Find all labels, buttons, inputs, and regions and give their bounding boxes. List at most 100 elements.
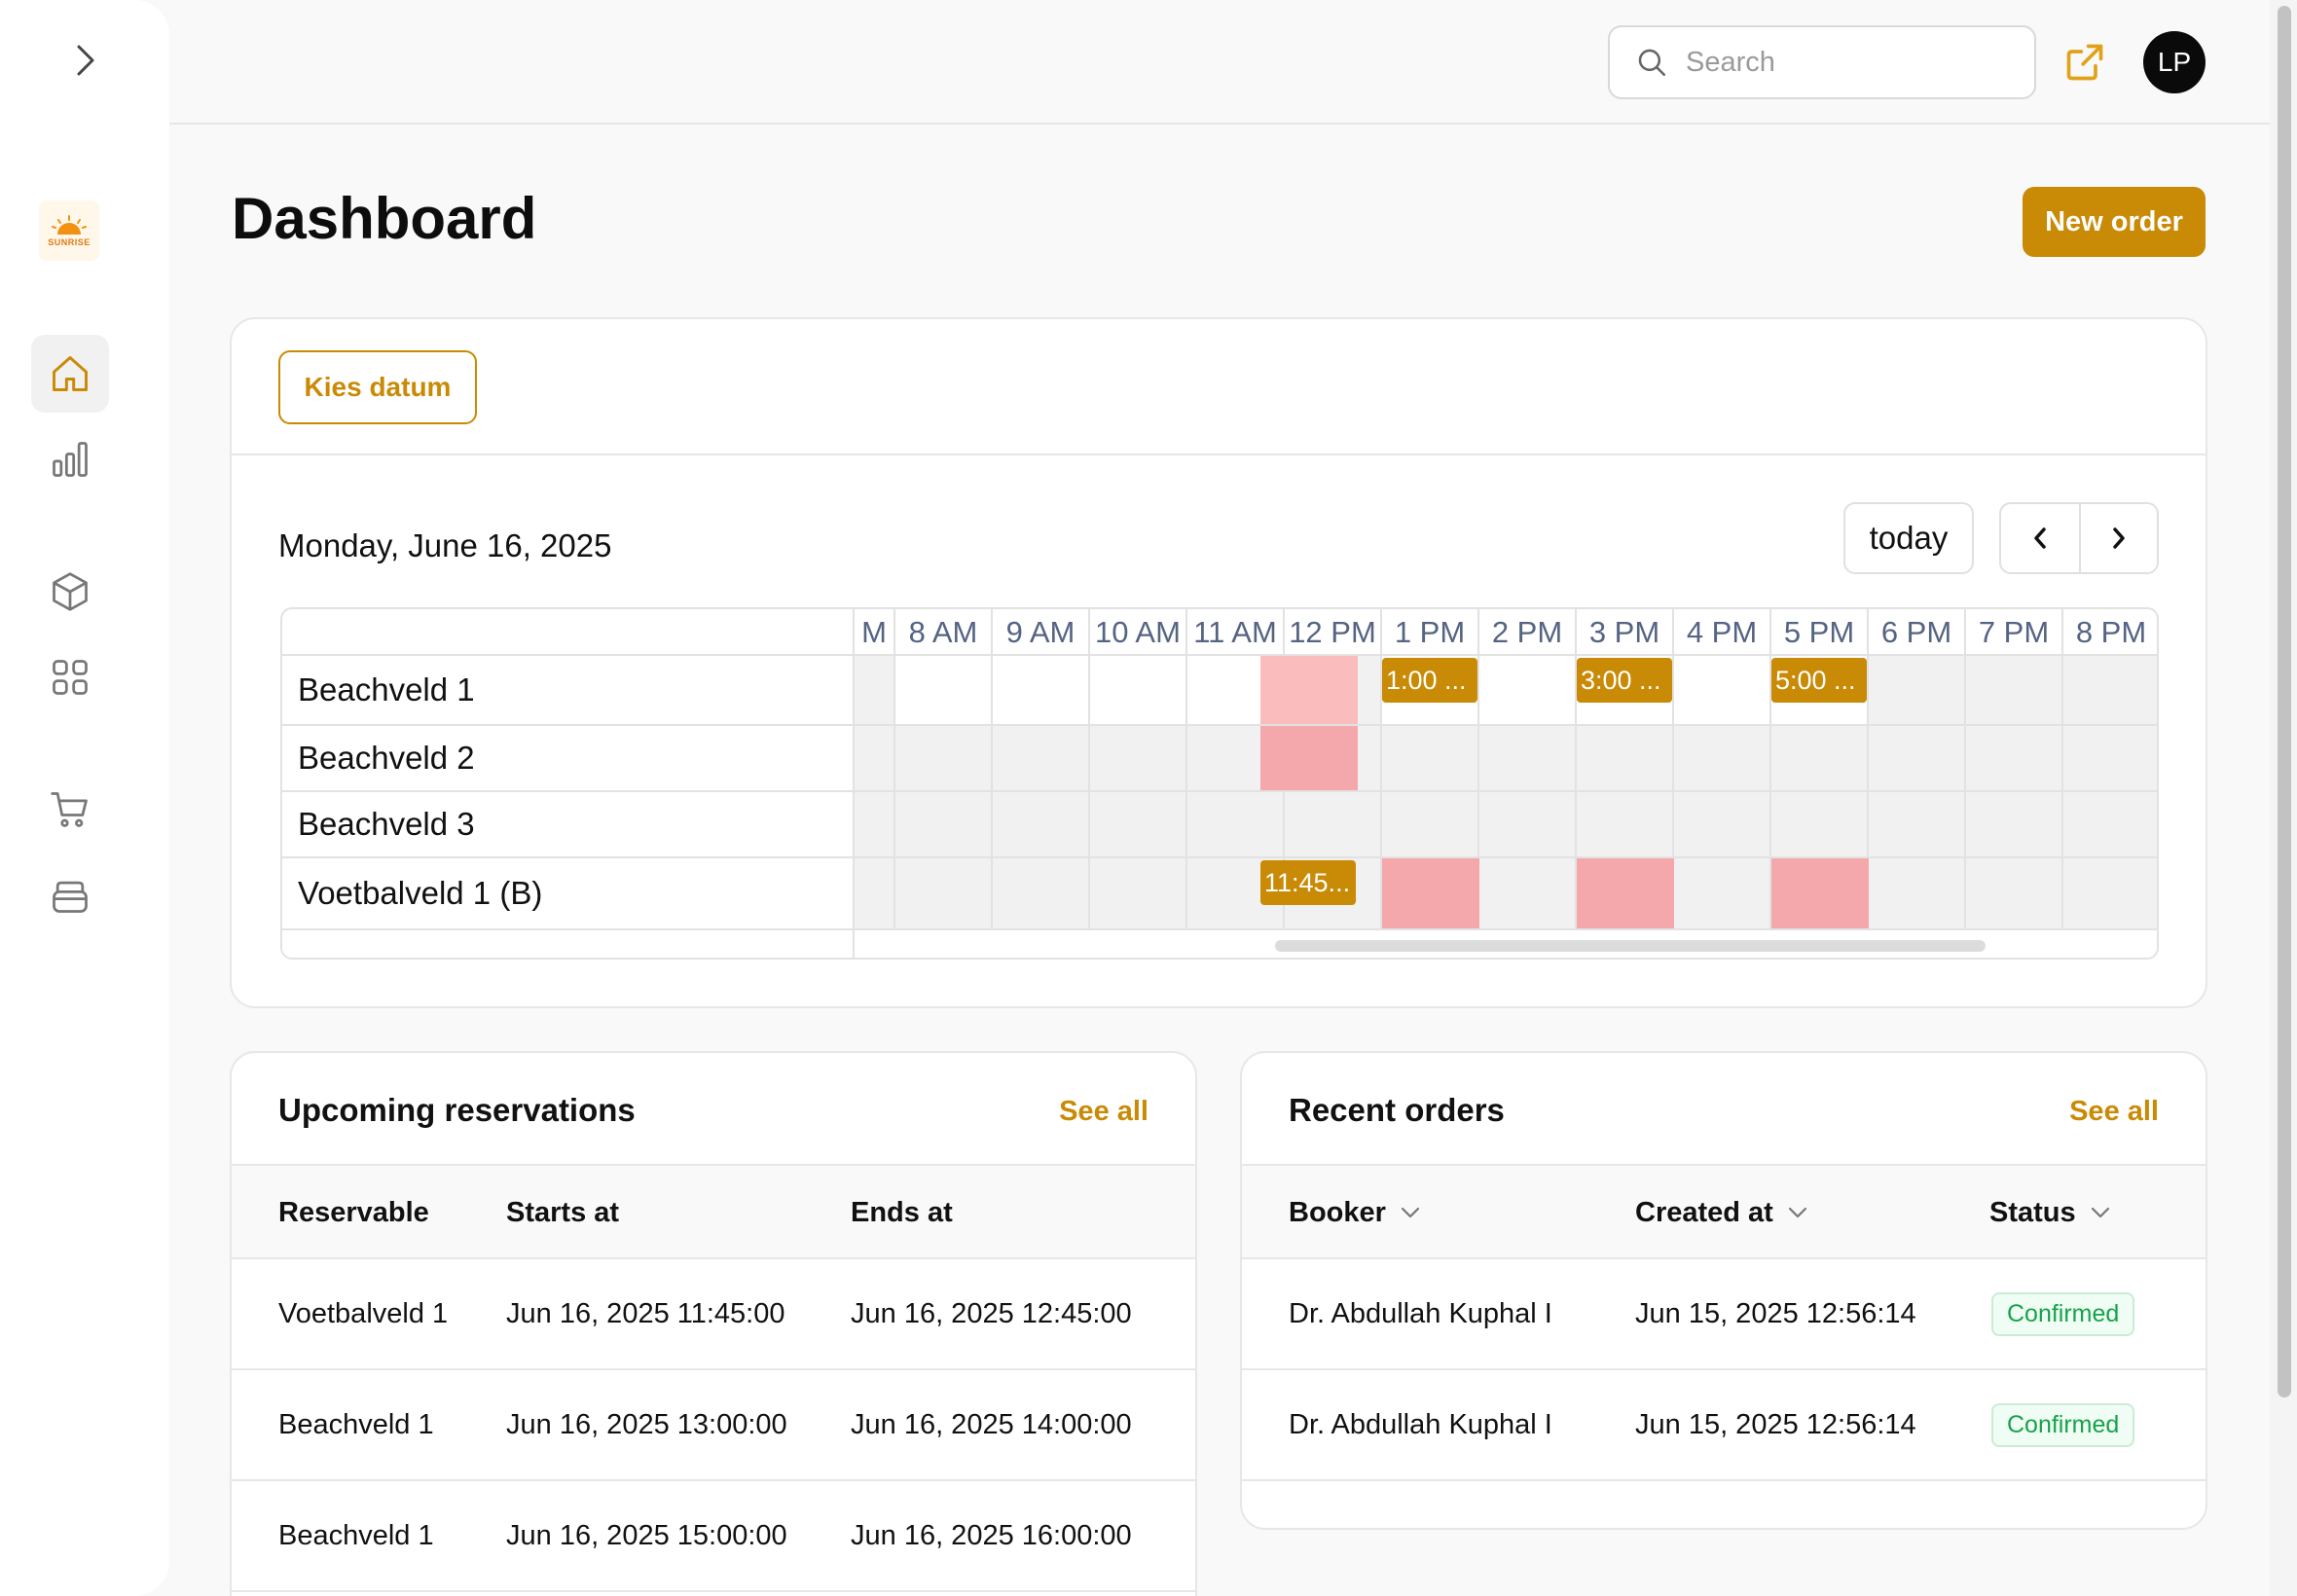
calendar-nav	[1999, 502, 2159, 574]
cell-reservable: Voetbalveld 1	[278, 1297, 449, 1329]
column-header-ends-at[interactable]: Ends at	[851, 1196, 953, 1228]
sidebar-toggle-button[interactable]	[64, 39, 107, 82]
timeline-cell[interactable]	[1577, 792, 1674, 858]
blocked-slot[interactable]	[1577, 858, 1674, 928]
timeline-cell[interactable]	[1090, 858, 1187, 930]
sidebar-item-products[interactable]	[31, 553, 109, 631]
sidebar-item-cart[interactable]	[31, 771, 109, 849]
table-header: Reservable Starts at Ends at	[232, 1164, 1195, 1259]
table-row[interactable]: Dr. Abdullah Kuphal I Jun 15, 2025 12:56…	[1242, 1259, 2206, 1370]
cell-ends-at: Jun 16, 2025 16:00:00	[851, 1519, 1132, 1551]
timeline-cell[interactable]	[1869, 858, 1966, 930]
timeline-cell[interactable]	[993, 726, 1090, 792]
timeline-cell[interactable]	[1674, 792, 1771, 858]
timeline-cell[interactable]	[855, 656, 895, 726]
sidebar-item-apps[interactable]	[31, 638, 109, 716]
today-button[interactable]: today	[1843, 502, 1974, 574]
timeline-cell[interactable]	[2063, 858, 2157, 930]
pick-date-button[interactable]: Kies datum	[278, 350, 477, 424]
column-header-reservable[interactable]: Reservable	[278, 1196, 429, 1228]
timeline-grid[interactable]: 1:00 ... 3:00 ... 5:00 ... 11:45...	[855, 656, 2157, 930]
resource-column-header	[282, 609, 855, 656]
external-link-button[interactable]	[2061, 39, 2108, 86]
timeline-cell[interactable]	[1966, 792, 2063, 858]
timeline-cell[interactable]	[1090, 792, 1187, 858]
new-order-button[interactable]: New order	[2023, 187, 2206, 257]
column-header-created-at[interactable]: Created at	[1635, 1166, 1808, 1259]
cell-booker: Dr. Abdullah Kuphal I	[1289, 1408, 1552, 1440]
reservation-event[interactable]: 1:00 ...	[1382, 658, 1477, 703]
resource-row-label: Beachveld 3	[282, 792, 853, 858]
timeline-cell[interactable]	[1479, 726, 1577, 792]
user-avatar[interactable]: LP	[2143, 31, 2206, 93]
timeline-cell[interactable]	[1577, 726, 1674, 792]
page-scrollbar[interactable]	[2270, 0, 2297, 1596]
card-title: Upcoming reservations	[278, 1092, 636, 1128]
timeline-cell[interactable]	[895, 656, 993, 726]
sidebar-item-home[interactable]	[31, 335, 109, 413]
search-box[interactable]	[1608, 25, 2036, 99]
timeline-cell[interactable]	[1479, 792, 1577, 858]
column-header-starts-at[interactable]: Starts at	[506, 1196, 620, 1228]
timeline-cell[interactable]	[993, 858, 1090, 930]
timeline-cell[interactable]	[1966, 726, 2063, 792]
timeline-cell[interactable]	[1771, 792, 1869, 858]
timeline-cell[interactable]	[895, 792, 993, 858]
timeline-cell[interactable]	[1674, 656, 1771, 726]
reservation-event[interactable]: 5:00 ...	[1771, 658, 1867, 703]
timeline-cell[interactable]	[2063, 726, 2157, 792]
top-bar: LP	[169, 0, 2270, 125]
calendar-current-date: Monday, June 16, 2025	[278, 527, 612, 563]
reservation-event[interactable]: 11:45...	[1260, 860, 1356, 905]
timeline-cell[interactable]	[1187, 792, 1285, 858]
see-all-orders-link[interactable]: See all	[2069, 1096, 2159, 1127]
timeline-cell[interactable]	[2063, 656, 2157, 726]
blocked-slot[interactable]	[1260, 726, 1358, 790]
timeline-cell[interactable]	[1479, 858, 1577, 930]
timeline-cell[interactable]	[1382, 792, 1479, 858]
table-row[interactable]: Beachveld 1 Jun 16, 2025 15:00:00 Jun 16…	[232, 1481, 1195, 1592]
table-row[interactable]: Dr. Abdullah Kuphal I Jun 15, 2025 12:56…	[1242, 1370, 2206, 1481]
timeline-cell[interactable]	[1966, 858, 2063, 930]
timeline-cell[interactable]	[1869, 792, 1966, 858]
timeline-cell[interactable]	[895, 858, 993, 930]
table-row[interactable]: Voetbalveld 1 Jun 16, 2025 11:45:00 Jun …	[232, 1259, 1195, 1370]
page-scrollbar-thumb[interactable]	[2278, 6, 2291, 1397]
column-header-status[interactable]: Status	[1989, 1166, 2111, 1259]
timeline-cell[interactable]	[1285, 792, 1382, 858]
cell-starts-at: Jun 16, 2025 15:00:00	[506, 1519, 787, 1551]
timeline-horizontal-scrollbar[interactable]	[1275, 940, 1986, 952]
timeline-cell[interactable]	[993, 792, 1090, 858]
next-day-button[interactable]	[2078, 504, 2157, 572]
timeline-cell[interactable]	[1869, 656, 1966, 726]
column-header-booker[interactable]: Booker	[1289, 1166, 1421, 1259]
timeline-cell[interactable]	[895, 726, 993, 792]
timeline-cell[interactable]	[1382, 726, 1479, 792]
timeline-cell[interactable]	[1771, 726, 1869, 792]
table-row[interactable]: Beachveld 1 Jun 16, 2025 13:00:00 Jun 16…	[232, 1370, 1195, 1481]
timeline-cell[interactable]	[1674, 726, 1771, 792]
blocked-slot[interactable]	[1382, 858, 1479, 928]
timeline-cell[interactable]	[1479, 656, 1577, 726]
search-input[interactable]	[1686, 46, 2017, 79]
timeline-cell[interactable]	[1869, 726, 1966, 792]
timeline-cell[interactable]	[1090, 726, 1187, 792]
timeline-cell[interactable]	[855, 726, 895, 792]
timeline-cell[interactable]	[1966, 656, 2063, 726]
timeline-cell[interactable]	[1674, 858, 1771, 930]
timeline-cell[interactable]	[855, 792, 895, 858]
brand-logo[interactable]: SUNRISE	[39, 200, 99, 261]
cell-starts-at: Jun 16, 2025 13:00:00	[506, 1408, 787, 1440]
timeline-cell[interactable]	[1090, 656, 1187, 726]
timeline-cell[interactable]	[993, 656, 1090, 726]
prev-day-button[interactable]	[2001, 504, 2079, 572]
see-all-reservations-link[interactable]: See all	[1059, 1096, 1148, 1127]
cube-icon	[53, 572, 88, 611]
sidebar-item-analytics[interactable]	[31, 420, 109, 498]
blocked-slot[interactable]	[1260, 656, 1358, 724]
timeline-cell[interactable]	[855, 858, 895, 930]
sidebar-item-archive[interactable]	[31, 856, 109, 934]
blocked-slot[interactable]	[1771, 858, 1869, 928]
timeline-cell[interactable]	[2063, 792, 2157, 858]
reservation-event[interactable]: 3:00 ...	[1577, 658, 1672, 703]
